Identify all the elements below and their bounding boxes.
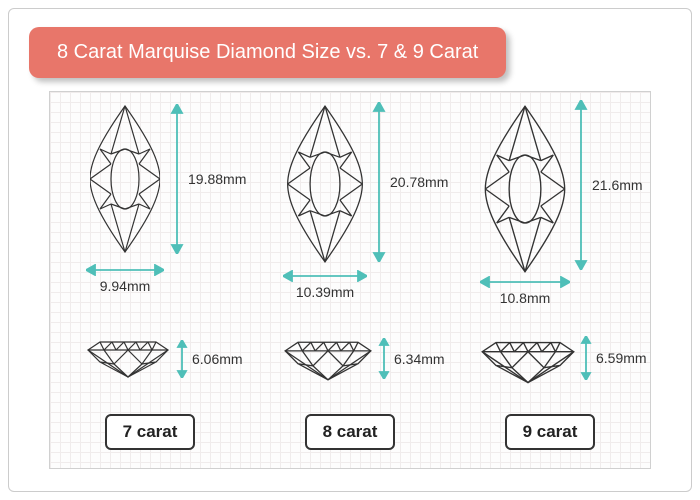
carat-badge: 8 carat (305, 414, 396, 450)
marquise-top-icon (287, 104, 363, 264)
length-arrow: 21.6mm (574, 100, 643, 270)
depth-arrow: 6.59mm (580, 336, 647, 380)
top-view-region: 21.6mm 10.8mm (450, 92, 650, 322)
diamond-col-8: 20.78mm 10.39mm (250, 92, 450, 468)
length-arrow: 19.88mm (170, 104, 246, 254)
width-arrow: 10.8mm (480, 276, 570, 306)
marquise-side-icon (86, 340, 170, 378)
length-arrow: 20.78mm (372, 102, 448, 262)
width-arrow: 10.39mm (283, 270, 367, 300)
carat-label: 9 carat (523, 422, 578, 441)
top-view-region: 20.78mm 10.39mm (250, 92, 450, 322)
depth-arrow: 6.06mm (176, 340, 243, 378)
side-view-region: 6.59mm (450, 326, 650, 396)
length-label: 19.88mm (188, 171, 246, 187)
marquise-top-icon (90, 104, 160, 254)
marquise-side-icon (480, 340, 576, 384)
carat-badge: 7 carat (105, 414, 196, 450)
length-label: 20.78mm (390, 174, 448, 190)
depth-arrow: 6.34mm (378, 338, 445, 379)
width-arrow: 9.94mm (86, 264, 164, 294)
title-text: 8 Carat Marquise Diamond Size vs. 7 & 9 … (57, 41, 478, 63)
width-label: 10.8mm (500, 290, 551, 306)
width-label: 9.94mm (100, 278, 151, 294)
carat-label: 8 carat (323, 422, 378, 441)
top-view-region: 19.88mm 9.94mm (50, 92, 250, 322)
title-box: 8 Carat Marquise Diamond Size vs. 7 & 9 … (29, 27, 506, 78)
depth-label: 6.59mm (596, 350, 647, 366)
diamond-col-7: 19.88mm 9.94mm (50, 92, 250, 468)
carat-label: 7 carat (123, 422, 178, 441)
side-view-region: 6.34mm (250, 326, 450, 396)
length-label: 21.6mm (592, 177, 643, 193)
marquise-side-icon (283, 340, 373, 381)
columns: 19.88mm 9.94mm (50, 92, 650, 468)
side-view-region: 6.06mm (50, 326, 250, 396)
carat-badge: 9 carat (505, 414, 596, 450)
width-label: 10.39mm (296, 284, 354, 300)
depth-label: 6.06mm (192, 351, 243, 367)
depth-label: 6.34mm (394, 351, 445, 367)
diamond-col-9: 21.6mm 10.8mm (450, 92, 650, 468)
outer-frame: 8 Carat Marquise Diamond Size vs. 7 & 9 … (8, 8, 692, 492)
marquise-top-icon (484, 104, 566, 274)
grid-panel: 19.88mm 9.94mm (49, 91, 651, 469)
